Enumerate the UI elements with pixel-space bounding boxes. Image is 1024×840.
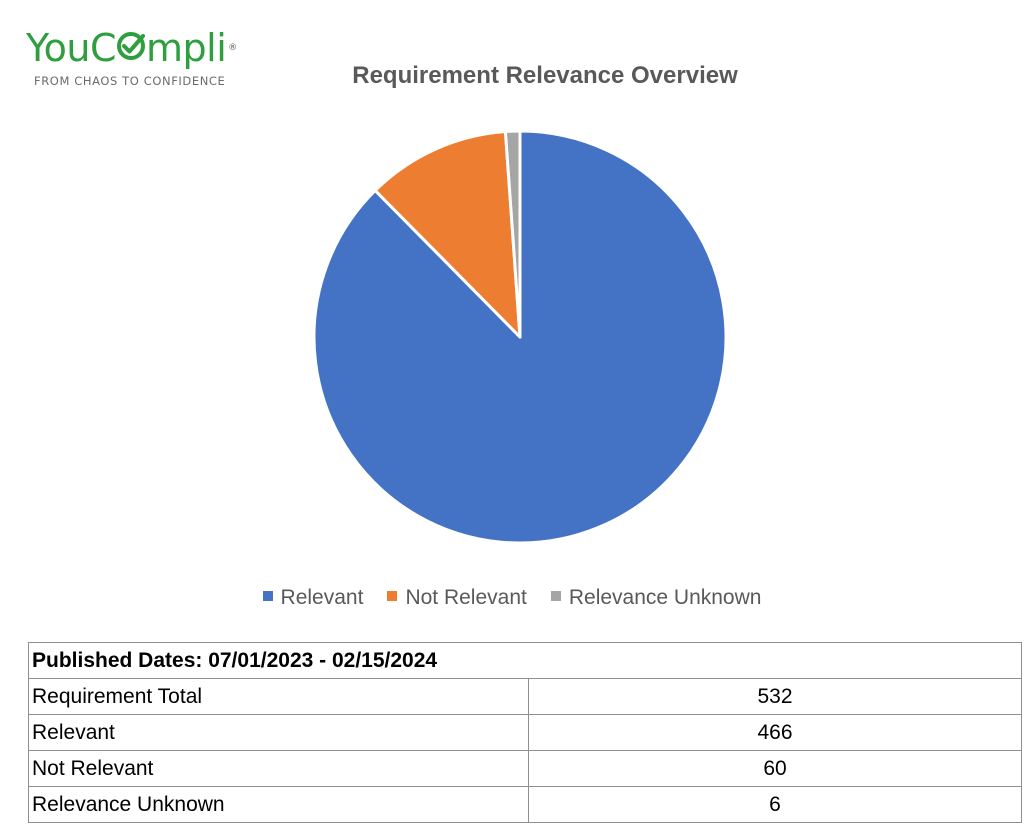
row-label: Requirement Total xyxy=(28,678,529,715)
pie-slice-relevance-unknown xyxy=(503,129,522,339)
logo-wordmark: YouC mpli ® xyxy=(26,26,237,70)
pie-slice-not-relevant xyxy=(373,130,522,339)
summary-table: Published Dates: 07/01/2023 - 02/15/2024… xyxy=(28,642,1022,823)
legend-label: Relevant xyxy=(280,586,364,609)
table-row: Relevance Unknown 6 xyxy=(28,786,1022,823)
brand-logo: YouC mpli ® FROM CHAOS TO CONFIDENCE xyxy=(26,28,266,88)
table-row: Relevant 466 xyxy=(28,714,1022,751)
logo-tagline: FROM CHAOS TO CONFIDENCE xyxy=(34,74,226,88)
row-label: Relevance Unknown xyxy=(28,786,529,823)
legend-item: Relevance Unknown xyxy=(550,586,762,610)
published-dates-header: Published Dates: 07/01/2023 - 02/15/2024 xyxy=(28,642,1022,679)
row-value: 60 xyxy=(528,750,1022,787)
table-row: Not Relevant 60 xyxy=(28,750,1022,787)
check-circle-icon xyxy=(117,32,146,60)
legend-swatch xyxy=(262,591,273,602)
legend-swatch xyxy=(550,591,561,602)
row-value: 532 xyxy=(528,678,1022,715)
row-label: Not Relevant xyxy=(28,750,529,787)
pie-chart xyxy=(312,129,728,545)
legend-label: Relevance Unknown xyxy=(568,586,762,609)
legend-swatch xyxy=(387,591,398,602)
legend-label: Not Relevant xyxy=(405,586,527,609)
table-header-row: Published Dates: 07/01/2023 - 02/15/2024 xyxy=(28,642,1022,679)
row-value: 466 xyxy=(528,714,1022,751)
row-value: 6 xyxy=(528,786,1022,823)
chart-legend: Relevant Not Relevant Relevance Unknown xyxy=(0,586,1024,610)
legend-item: Not Relevant xyxy=(387,586,527,610)
row-label: Relevant xyxy=(28,714,529,751)
chart-title: Requirement Relevance Overview xyxy=(352,62,738,89)
legend-item: Relevant xyxy=(262,586,364,610)
table-row: Requirement Total 532 xyxy=(28,678,1022,715)
